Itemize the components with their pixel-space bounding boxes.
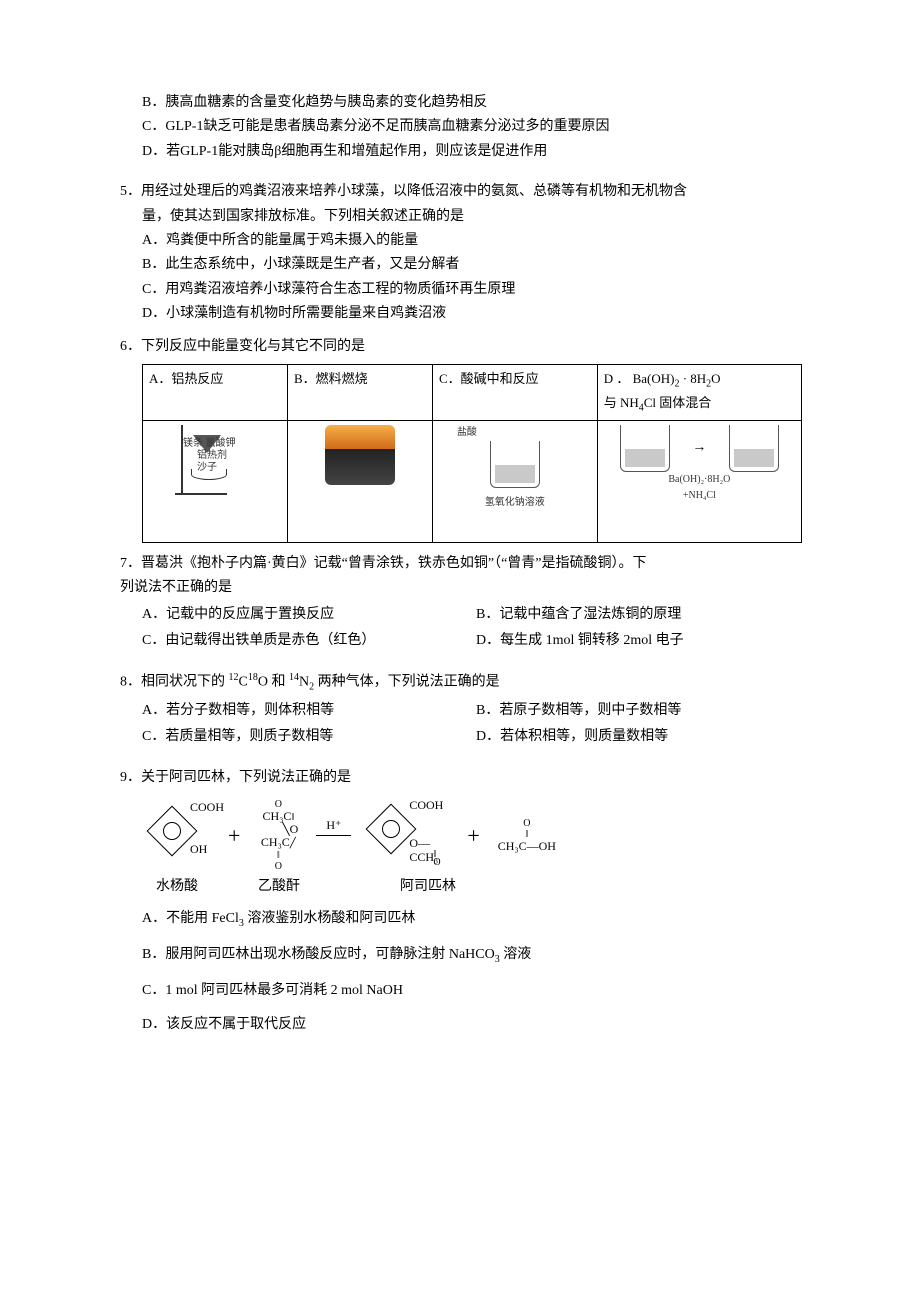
q7-stem: 7．晋葛洪《抱朴子内篇·黄白》记载“曾青涂铁，铁赤色如铜”（“曾青”是指硫酸铜）…	[120, 553, 810, 575]
q6-fig-a: 镁条 氯酸钾 铝热剂 沙子	[143, 421, 288, 543]
acetic-acid-structure: O ‖ CH₃C—OH	[498, 818, 556, 853]
label-salicylic: 水杨酸	[156, 876, 198, 898]
acetic-anhydride-structure: O CH₃C‖ ╲O CH₃C╱ ‖ O	[258, 799, 298, 872]
q4-opt-d: D．若GLP-1能对胰岛β细胞再生和增殖起作用，则应该是促进作用	[120, 141, 810, 163]
q5-opt-d: D．小球藻制造有机物时所需要能量来自鸡粪沼液	[120, 303, 810, 325]
q5-opt-c: C．用鸡粪沼液培养小球藻符合生态工程的物质循环再生原理	[120, 279, 810, 301]
q8-opt-a: A．若分子数相等，则体积相等	[142, 700, 476, 722]
q7-options: A．记载中的反应属于置换反应 B．记载中蕴含了湿法炼铜的原理 C．由记载得出铁单…	[120, 602, 810, 655]
q6-header-b: B．燃料燃烧	[287, 364, 432, 420]
q6-header-d: D ． Ba(OH)2 · 8H2O 与 NH4Cl 固体混合	[597, 364, 801, 420]
q7-opt-a: A．记载中的反应属于置换反应	[142, 604, 476, 626]
q8-opt-c: C．若质量相等，则质子数相等	[142, 726, 476, 748]
q9-opt-c: C．1 mol 阿司匹林最多可消耗 2 mol NaOH	[120, 980, 810, 1002]
q5-stem-2: 量，使其达到国家排放标准。下列相关叙述正确的是	[120, 206, 810, 228]
q9-opt-a: A．不能用 FeCl3 溶液鉴别水杨酸和阿司匹林	[120, 908, 810, 932]
q8-stem: 8．相同状况下的 12C18O 和 14N2 两种气体，下列说法正确的是	[120, 670, 810, 695]
q9-opt-d: D．该反应不属于取代反应	[120, 1014, 810, 1036]
q7-opt-d: D．每生成 1mol 铜转移 2mol 电子	[476, 630, 810, 652]
q7-opt-b: B．记载中蕴含了湿法炼铜的原理	[476, 604, 810, 626]
q6-stem: 6．下列反应中能量变化与其它不同的是	[120, 336, 810, 358]
q5-stem: 5．用经过处理后的鸡粪沼液来培养小球藻，以降低沼液中的氨氮、总磷等有机物和无机物…	[120, 181, 810, 203]
q7-stem-2: 列说法不正确的是	[120, 577, 810, 599]
q5-opt-b: B．此生态系统中，小球藻既是生产者，又是分解者	[120, 254, 810, 276]
plus-icon: +	[228, 818, 240, 853]
q9-labels: 水杨酸 乙酸酐 阿司匹林	[120, 876, 810, 898]
label-anhydride: 乙酸酐	[258, 876, 300, 898]
q4-opt-c: C．GLP-1缺乏可能是患者胰岛素分泌不足而胰高血糖素分泌过多的重要原因	[120, 116, 810, 138]
q4-opt-b: B．胰高血糖素的含量变化趋势与胰岛素的变化趋势相反	[120, 92, 810, 114]
q8-opt-b: B．若原子数相等，则中子数相等	[476, 700, 810, 722]
q6-table: A．铝热反应 B．燃料燃烧 C．酸碱中和反应 D ． Ba(OH)2 · 8H2…	[142, 364, 802, 543]
q6-fig-d: → Ba(OH)₂·8H₂O+NH₄Cl	[597, 421, 801, 543]
q9-reaction: COOH OH + O CH₃C‖ ╲O CH₃C╱ ‖ O H⁺ COOH O…	[120, 799, 810, 872]
q8-opt-d: D．若体积相等，则质量数相等	[476, 726, 810, 748]
q9-opt-b: B．服用阿司匹林出现水杨酸反应时，可静脉注射 NaHCO3 溶液	[120, 944, 810, 968]
q5-opt-a: A．鸡粪便中所含的能量属于鸡未摄入的能量	[120, 230, 810, 252]
equilibrium-arrow-icon: H⁺	[316, 816, 351, 855]
q7-opt-c: C．由记载得出铁单质是赤色（红色）	[142, 630, 476, 652]
q6-header-c: C．酸碱中和反应	[432, 364, 597, 420]
label-aspirin: 阿司匹林	[400, 876, 456, 898]
q8-options: A．若分子数相等，则体积相等 B．若原子数相等，则中子数相等 C．若质量相等，则…	[120, 698, 810, 751]
aspirin-structure: COOH O—CCH₃ ‖ O	[369, 803, 449, 867]
salicylic-acid-structure: COOH OH	[150, 805, 210, 865]
q6-fig-c: 盐酸 氢氧化钠溶液	[432, 421, 597, 543]
plus-icon-2: +	[467, 818, 479, 853]
q9-stem: 9．关于阿司匹林，下列说法正确的是	[120, 767, 810, 789]
q6-header-a: A．铝热反应	[143, 364, 288, 420]
